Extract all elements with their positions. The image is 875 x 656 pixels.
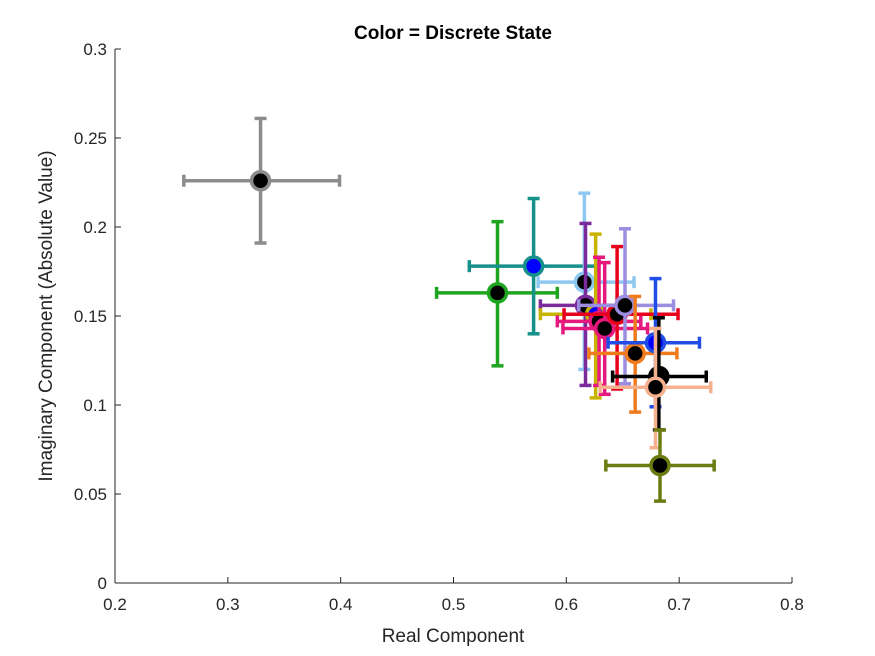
data-marker	[649, 454, 671, 477]
data-marker	[522, 255, 545, 277]
error-bar-markers	[182, 116, 716, 503]
y-tick-label: 0.2	[83, 218, 107, 237]
chart-title: Color = Discrete State	[354, 23, 552, 44]
x-tick-label: 0.6	[555, 595, 579, 614]
y-tick-label: 0.15	[74, 307, 107, 326]
x-tick-label: 0.8	[780, 595, 804, 614]
x-tick-label: 0.4	[329, 595, 353, 614]
data-point-1	[182, 116, 342, 245]
data-point-10	[576, 227, 676, 386]
data-marker	[593, 317, 616, 340]
data-point-14	[598, 326, 713, 450]
y-tick-label: 0.3	[83, 40, 107, 59]
x-tick-label: 0.2	[103, 595, 127, 614]
x-axis-title: Real Component	[382, 626, 525, 647]
x-tick-label: 0.5	[442, 595, 466, 614]
x-tick-label: 0.7	[667, 595, 691, 614]
x-tick-label: 0.3	[216, 595, 240, 614]
data-point-11	[587, 294, 679, 414]
y-tick-label: 0.25	[74, 129, 107, 148]
data-marker	[249, 169, 272, 192]
y-tick-label: 0	[98, 574, 107, 593]
y-axis-title: Imaginary Component (Absolute Value)	[36, 150, 57, 481]
data-marker	[644, 376, 667, 398]
data-point-3	[467, 196, 600, 336]
data-point-2	[434, 219, 560, 368]
y-tick-label: 0.05	[74, 485, 107, 504]
data-point-15	[604, 428, 716, 503]
data-marker	[624, 342, 646, 365]
data-marker	[486, 282, 509, 304]
axes: 0.2 0.3 0.4 0.5 0.6 0.7 0.8 0 0.05 0.1 0.15 0.2 0.25…	[74, 40, 804, 614]
y-tick-label: 0.1	[83, 396, 107, 415]
data-marker	[614, 294, 636, 317]
